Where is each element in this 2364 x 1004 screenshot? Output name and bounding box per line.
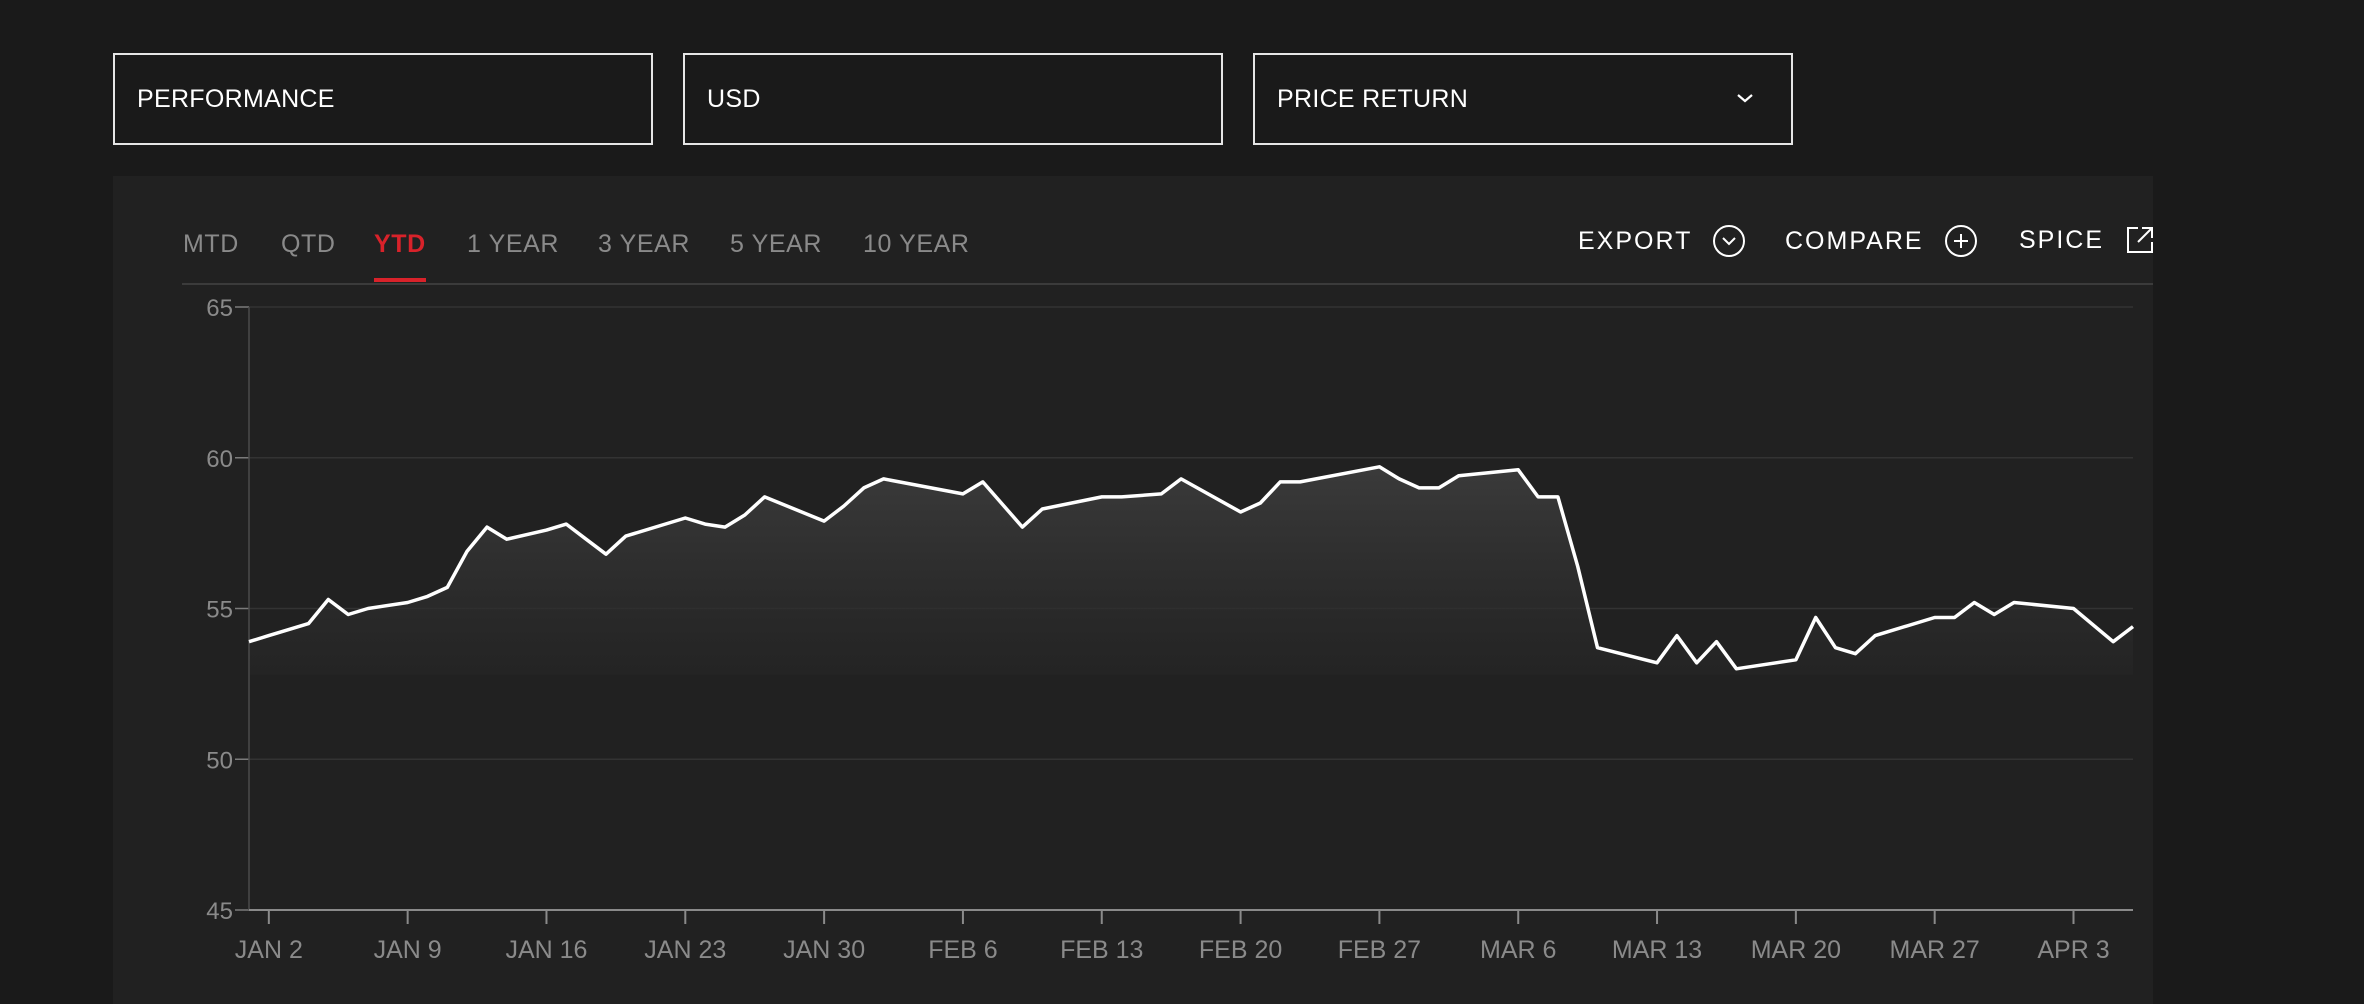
chevron-circle-down-icon: [1713, 225, 1746, 257]
compare-label: COMPARE: [1785, 226, 1924, 255]
chevron-down-icon: [1733, 86, 1757, 110]
tab-3-year[interactable]: 3 YEAR: [598, 230, 691, 258]
y-tick-label: 50: [206, 747, 233, 774]
y-tick-label: 65: [206, 295, 233, 322]
series-line: [248, 465, 2135, 671]
x-tick-label: FEB 6: [928, 936, 997, 964]
plus-circle-icon: [1944, 225, 1977, 257]
x-tick-label: MAR 27: [1890, 936, 1980, 964]
x-tick-label: FEB 20: [1199, 936, 1282, 964]
return-type-select[interactable]: PRICE RETURN: [1253, 53, 1793, 145]
external-link-icon: [2127, 227, 2154, 253]
x-tick-label: APR 3: [2037, 936, 2109, 964]
view-select-value: PERFORMANCE: [137, 84, 335, 113]
x-tick-label: MAR 6: [1480, 936, 1556, 964]
x-tick-label: JAN 16: [505, 936, 587, 964]
x-tick-label: FEB 27: [1338, 936, 1421, 964]
x-tick-label: FEB 13: [1060, 936, 1143, 964]
active-tab-indicator: [374, 278, 426, 282]
y-tick-label: 45: [206, 898, 233, 925]
currency-select-value: USD: [707, 84, 761, 113]
compare-button[interactable]: COMPARE: [1785, 224, 1978, 258]
x-tick-label: JAN 9: [374, 936, 442, 964]
tab-10-year[interactable]: 10 YEAR: [863, 230, 970, 258]
return-type-select-value: PRICE RETURN: [1277, 84, 1469, 113]
tab-qtd[interactable]: QTD: [281, 230, 336, 258]
x-tick-label: JAN 30: [783, 936, 865, 964]
tab-ytd[interactable]: YTD: [374, 230, 426, 258]
spice-label: SPICE: [2019, 225, 2105, 254]
toolbar-divider: [182, 283, 2153, 285]
x-tick-label: MAR 13: [1612, 936, 1702, 964]
tab-5-year[interactable]: 5 YEAR: [730, 230, 823, 258]
y-tick-label: 55: [206, 597, 233, 624]
x-tick-label: JAN 23: [644, 936, 726, 964]
view-select[interactable]: PERFORMANCE: [113, 53, 653, 145]
x-tick-label: JAN 2: [235, 936, 303, 964]
y-tick-label: 60: [206, 446, 233, 473]
area-fill: [249, 466, 2133, 675]
spice-link[interactable]: SPICE: [2019, 224, 2156, 256]
export-label: EXPORT: [1578, 226, 1693, 255]
x-tick-label: MAR 20: [1751, 936, 1841, 964]
tab-mtd[interactable]: MTD: [183, 230, 239, 258]
export-button[interactable]: EXPORT: [1578, 224, 1746, 258]
currency-select[interactable]: USD: [683, 53, 1223, 145]
tab-1-year[interactable]: 1 YEAR: [467, 230, 560, 258]
